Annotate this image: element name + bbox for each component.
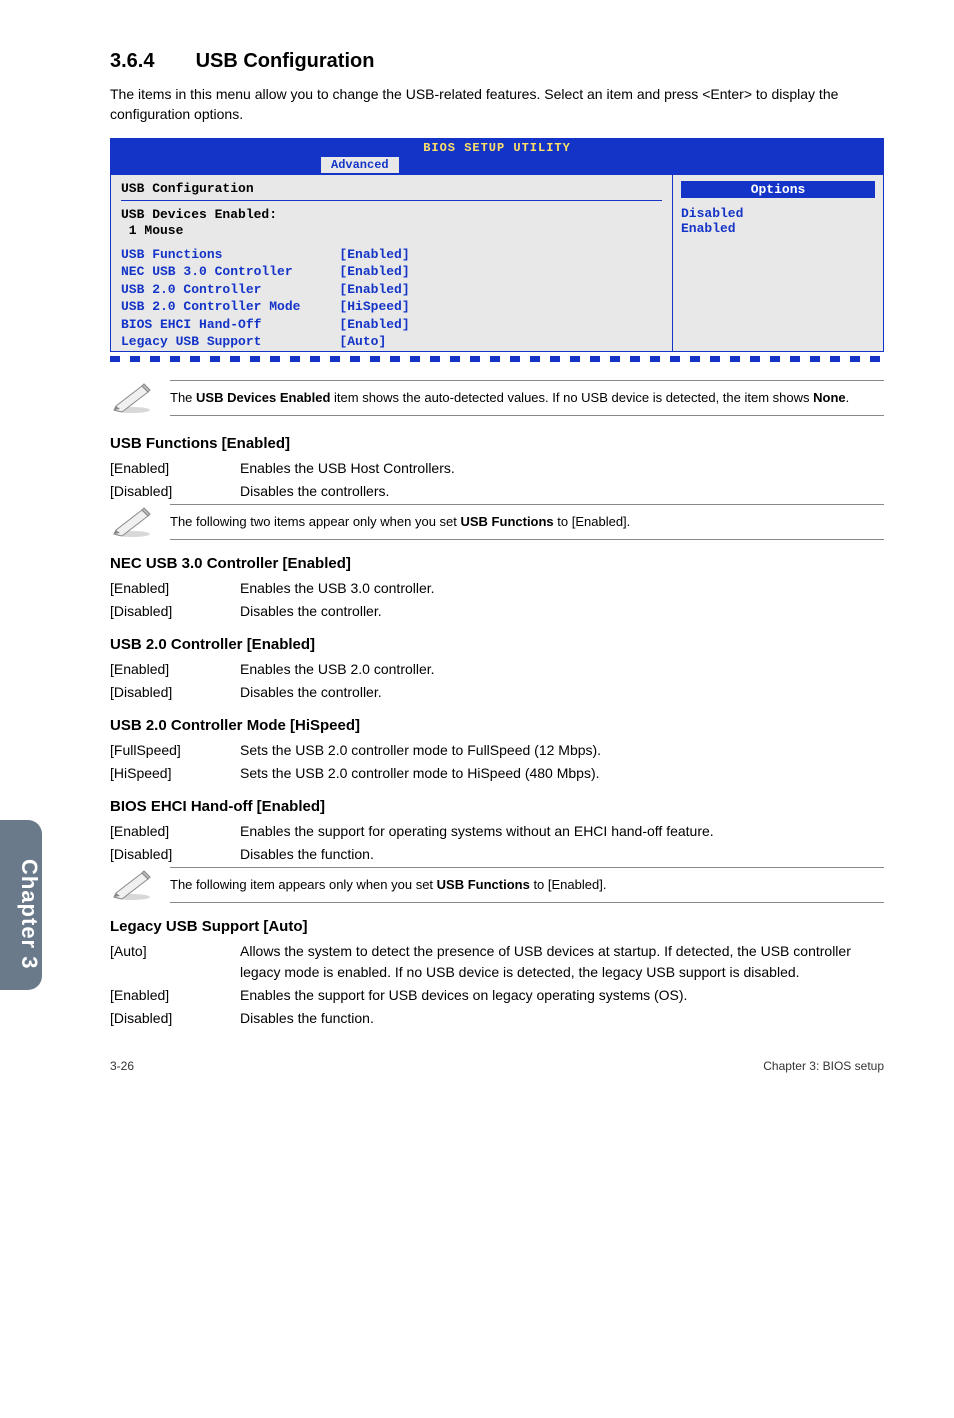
bios-setting-row[interactable]: USB Functions [Enabled] [121,246,662,264]
option-key: [Enabled] [110,659,240,680]
pencil-icon [110,867,170,904]
option-row: [Auto]Allows the system to detect the pr… [110,941,884,983]
bios-body: USB Configuration USB Devices Enabled: 1… [111,175,883,351]
intro-text: The items in this menu allow you to chan… [110,85,884,124]
option-value: Enables the USB 3.0 controller. [240,578,884,599]
option-value: Disables the controller. [240,682,884,703]
option-value: Enables the USB 2.0 controller. [240,659,884,680]
bios-option: Disabled [681,206,875,221]
option-value: Sets the USB 2.0 controller mode to HiSp… [240,763,884,784]
subsection-heading: USB 2.0 Controller Mode [HiSpeed] [110,717,884,734]
footer-chapter: Chapter 3: BIOS setup [763,1059,884,1073]
page-number: 3-26 [110,1059,134,1073]
option-key: [Disabled] [110,601,240,622]
bios-option: Enabled [681,221,875,236]
option-value: Allows the system to detect the presence… [240,941,884,983]
option-key: [Enabled] [110,578,240,599]
option-row: [Disabled]Disables the function. [110,844,884,865]
bios-setting-row[interactable]: Legacy USB Support [Auto] [121,333,662,351]
option-row: [HiSpeed]Sets the USB 2.0 controller mod… [110,763,884,784]
subsection-heading: Legacy USB Support [Auto] [110,918,884,935]
bios-setting-row[interactable]: USB 2.0 Controller Mode [HiSpeed] [121,298,662,316]
bios-left-pane: USB Configuration USB Devices Enabled: 1… [111,175,673,351]
option-value: Disables the function. [240,1008,884,1029]
option-value: Enables the support for USB devices on l… [240,985,884,1006]
subsection-heading: USB 2.0 Controller [Enabled] [110,636,884,653]
option-key: [Disabled] [110,481,240,502]
section-title: USB Configuration [196,50,375,72]
option-row: [Enabled]Enables the support for USB dev… [110,985,884,1006]
bios-tab-advanced[interactable]: Advanced [321,157,399,173]
bios-right-pane: Options Disabled Enabled [673,175,883,351]
section-number: 3.6.4 [110,50,190,73]
bios-dashed-edge [110,356,884,362]
option-key: [Enabled] [110,821,240,842]
option-row: [Enabled]Enables the USB 2.0 controller. [110,659,884,680]
option-key: [Disabled] [110,1008,240,1029]
note: The USB Devices Enabled item shows the a… [110,380,884,417]
option-row: [Enabled]Enables the support for operati… [110,821,884,842]
option-key: [Enabled] [110,458,240,479]
bios-title: BIOS SETUP UTILITY [111,139,883,157]
option-row: [Disabled]Disables the controller. [110,682,884,703]
option-value: Sets the USB 2.0 controller mode to Full… [240,740,884,761]
bios-devices-value: 1 Mouse [121,222,662,240]
pencil-icon [110,504,170,541]
option-key: [Disabled] [110,682,240,703]
option-value: Enables the support for operating system… [240,821,884,842]
option-row: [Enabled]Enables the USB Host Controller… [110,458,884,479]
option-key: [Enabled] [110,985,240,1006]
bios-setting-row[interactable]: USB 2.0 Controller [Enabled] [121,281,662,299]
option-key: [Auto] [110,941,240,983]
option-key: [Disabled] [110,844,240,865]
subsection-heading: BIOS EHCI Hand-off [Enabled] [110,798,884,815]
bios-setting-row[interactable]: NEC USB 3.0 Controller [Enabled] [121,263,662,281]
bios-devices-label: USB Devices Enabled: [121,207,662,222]
option-key: [FullSpeed] [110,740,240,761]
bios-panel: BIOS SETUP UTILITY Advanced USB Configur… [110,138,884,352]
bios-options-title: Options [681,181,875,198]
bios-tabs: Advanced [111,157,883,175]
subsection-heading: USB Functions [Enabled] [110,435,884,452]
section-heading: 3.6.4 USB Configuration [110,50,884,73]
option-row: [Disabled]Disables the controllers. [110,481,884,502]
note-body: The following two items appear only when… [170,504,884,540]
bios-setting-row[interactable]: BIOS EHCI Hand-Off [Enabled] [121,316,662,334]
option-value: Disables the controller. [240,601,884,622]
option-row: [Disabled]Disables the controller. [110,601,884,622]
option-key: [HiSpeed] [110,763,240,784]
chapter-side-tab: Chapter 3 [0,820,42,990]
option-row: [FullSpeed]Sets the USB 2.0 controller m… [110,740,884,761]
note-body: The USB Devices Enabled item shows the a… [170,380,884,416]
page-footer: 3-26 Chapter 3: BIOS setup [110,1059,884,1073]
option-value: Disables the function. [240,844,884,865]
subsection-heading: NEC USB 3.0 Controller [Enabled] [110,555,884,572]
note: The following two items appear only when… [110,504,884,541]
pencil-icon [110,380,170,417]
note-body: The following item appears only when you… [170,867,884,903]
bios-left-heading: USB Configuration [121,181,662,201]
option-row: [Disabled]Disables the function. [110,1008,884,1029]
note: The following item appears only when you… [110,867,884,904]
option-value: Enables the USB Host Controllers. [240,458,884,479]
option-value: Disables the controllers. [240,481,884,502]
option-row: [Enabled]Enables the USB 3.0 controller. [110,578,884,599]
